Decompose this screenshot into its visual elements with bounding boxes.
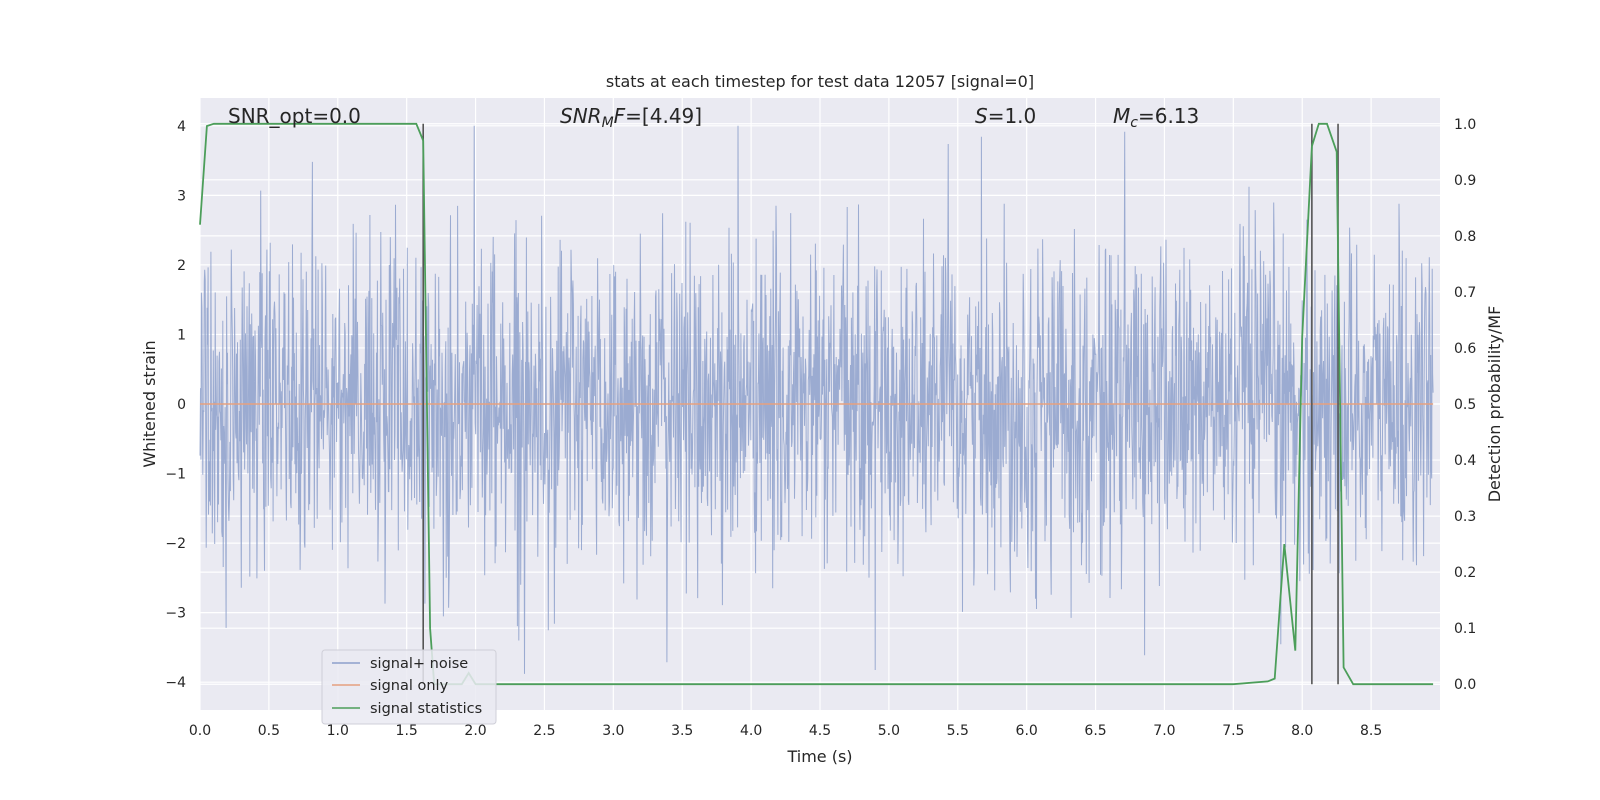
annotation-s: S=1.0 — [975, 104, 1036, 128]
noise-line — [199, 125, 1434, 674]
y-tick-label: 4 — [177, 119, 186, 135]
x-tick-label: 5.0 — [878, 723, 900, 739]
y2-axis-label: Detection probability/MF — [1485, 306, 1504, 503]
legend-box — [321, 649, 497, 725]
statistics-series — [199, 122, 1434, 686]
y2-tick-label: 0.8 — [1454, 229, 1476, 245]
x-tick-label: 8.0 — [1291, 723, 1313, 739]
y2-tick-label: 0.3 — [1454, 509, 1476, 525]
y-tick-label: −1 — [165, 467, 186, 483]
noise-series — [199, 125, 1434, 674]
y2-tick-label: 0.0 — [1454, 677, 1476, 693]
x-tick-label: 1.0 — [327, 723, 349, 739]
y2-tick-labels: 0.0 0.1 0.2 0.3 0.4 0.5 0.6 0.7 0.8 0.9 1.0 — [1454, 117, 1476, 693]
x-tick-label: 2.5 — [533, 723, 555, 739]
legend-label-noise: signal+ noise — [370, 656, 468, 672]
x-tick-label: 1.5 — [396, 723, 418, 739]
x-axis-label: Time (s) — [786, 747, 852, 766]
annotation-snr-opt: SNR_opt=0.0 — [228, 104, 361, 128]
y-tick-label: −3 — [165, 606, 186, 622]
x-tick-label: 0.5 — [258, 723, 280, 739]
x-tick-label: 4.5 — [809, 723, 831, 739]
legend-label-stats: signal statistics — [370, 701, 482, 717]
x-tick-label: 3.0 — [602, 723, 624, 739]
legend: signal+ noise signal only signal statist… — [321, 649, 497, 725]
y-tick-label: 1 — [177, 327, 186, 343]
y2-tick-label: 0.1 — [1454, 621, 1476, 637]
y2-tick-label: 0.9 — [1454, 173, 1476, 189]
x-tick-label: 0.0 — [189, 723, 211, 739]
y-tick-label: 3 — [177, 188, 186, 204]
x-tick-label: 2.0 — [464, 723, 486, 739]
y-axis-label: Whitened strain — [140, 340, 159, 467]
x-tick-label: 6.0 — [1016, 723, 1038, 739]
y2-tick-label: 0.4 — [1454, 453, 1476, 469]
y2-tick-label: 0.5 — [1454, 397, 1476, 413]
annotation-mc: Mc=6.13 — [1113, 104, 1199, 131]
x-tick-label: 7.0 — [1153, 723, 1175, 739]
y-tick-label: −2 — [165, 536, 186, 552]
y-tick-label: 2 — [177, 258, 186, 274]
x-tick-label: 5.5 — [947, 723, 969, 739]
statistics-line — [199, 122, 1434, 686]
annotation-snr-mf: SNRMF=[4.49] — [560, 104, 702, 131]
y2-tick-label: 0.2 — [1454, 565, 1476, 581]
y-tick-label: −4 — [165, 675, 186, 691]
x-tick-label: 4.0 — [740, 723, 762, 739]
x-tick-label: 3.5 — [671, 723, 693, 739]
y2-tick-label: 1.0 — [1454, 117, 1476, 133]
y-tick-labels: −4 −3 −2 −1 0 1 2 3 4 — [165, 119, 186, 691]
y2-tick-label: 0.6 — [1454, 341, 1476, 357]
x-tick-labels: 0.0 0.5 1.0 1.5 2.0 2.5 3.0 3.5 4.0 4.5 5.0 5.5 6.0 6… — [189, 723, 1382, 739]
x-tick-label: 6.5 — [1084, 723, 1106, 739]
chart-title: stats at each timestep for test data 120… — [606, 72, 1034, 91]
legend-label-signal: signal only — [370, 678, 449, 694]
x-tick-label: 7.5 — [1222, 723, 1244, 739]
x-tick-label: 8.5 — [1360, 723, 1382, 739]
y2-tick-label: 0.7 — [1454, 285, 1476, 301]
y-tick-label: 0 — [177, 397, 186, 413]
